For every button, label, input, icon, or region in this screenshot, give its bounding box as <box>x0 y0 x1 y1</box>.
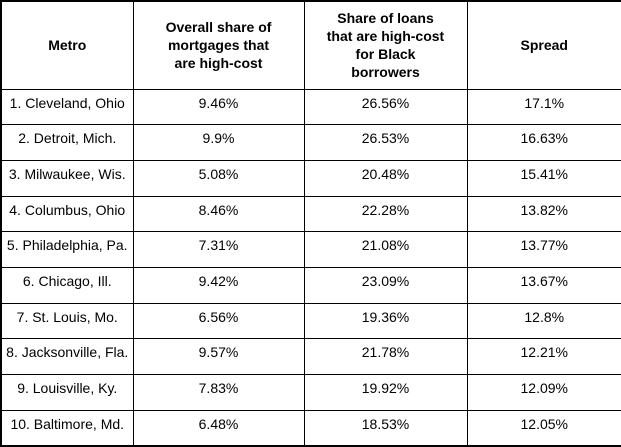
black-borrowers-share-cell: 23.09% <box>303 266 468 304</box>
black-borrowers-share-cell: 19.92% <box>303 374 468 411</box>
spread-cell: 16.63% <box>466 124 621 161</box>
overall-share-cell: 8.46% <box>132 195 305 233</box>
overall-share-cell: 9.42% <box>132 266 305 304</box>
spread-cell: 13.67% <box>466 266 621 304</box>
metro-cell: 6. Chicago, Ill. <box>0 266 134 304</box>
table-row: 3. Milwaukee, Wis. 5.08% 20.48% 15.41% <box>0 159 621 197</box>
metro-cell: 3. Milwaukee, Wis. <box>0 159 134 197</box>
table-row: 7. St. Louis, Mo. 6.56% 19.36% 12.8% <box>0 302 621 340</box>
overall-share-cell: 5.08% <box>132 159 305 197</box>
black-borrowers-share-cell: 20.48% <box>303 159 468 197</box>
black-borrowers-share-cell: 22.28% <box>303 195 468 233</box>
spread-cell: 12.21% <box>466 338 621 375</box>
table-row: 9. Louisville, Ky. 7.83% 19.92% 12.09% <box>0 374 621 411</box>
black-borrowers-share-cell: 26.56% <box>303 88 468 126</box>
metro-cell: 9. Louisville, Ky. <box>0 374 134 411</box>
table-row: 10. Baltimore, Md. 6.48% 18.53% 12.05% <box>0 409 621 447</box>
metro-cell: 8. Jacksonville, Fla. <box>0 338 134 375</box>
header-row: Metro Overall share of mortgages that ar… <box>0 0 621 90</box>
metro-cell: 2. Detroit, Mich. <box>0 124 134 161</box>
overall-share-cell: 9.9% <box>132 124 305 161</box>
spread-cell: 15.41% <box>466 159 621 197</box>
spread-cell: 12.8% <box>466 302 621 340</box>
metro-cell: 1. Cleveland, Ohio <box>0 88 134 126</box>
black-borrowers-share-cell: 21.78% <box>303 338 468 375</box>
metro-cell: 5. Philadelphia, Pa. <box>0 231 134 268</box>
black-borrowers-share-cell: 18.53% <box>303 409 468 447</box>
overall-share-cell: 6.56% <box>132 302 305 340</box>
column-header-black-borrowers-share: Share of loans that are high-cost for Bl… <box>303 0 468 90</box>
metro-cell: 10. Baltimore, Md. <box>0 409 134 447</box>
spread-cell: 12.09% <box>466 374 621 411</box>
metro-cell: 4. Columbus, Ohio <box>0 195 134 233</box>
spread-cell: 13.82% <box>466 195 621 233</box>
table-row: 1. Cleveland, Ohio 9.46% 26.56% 17.1% <box>0 88 621 126</box>
overall-share-cell: 6.48% <box>132 409 305 447</box>
black-borrowers-share-cell: 26.53% <box>303 124 468 161</box>
overall-share-cell: 7.31% <box>132 231 305 268</box>
black-borrowers-share-cell: 19.36% <box>303 302 468 340</box>
table-row: 5. Philadelphia, Pa. 7.31% 21.08% 13.77% <box>0 231 621 268</box>
table-row: 8. Jacksonville, Fla. 9.57% 21.78% 12.21% <box>0 338 621 375</box>
table-row: 4. Columbus, Ohio 8.46% 22.28% 13.82% <box>0 195 621 233</box>
table-body: 1. Cleveland, Ohio 9.46% 26.56% 17.1% 2. Det… <box>0 88 621 447</box>
overall-share-cell: 9.57% <box>132 338 305 375</box>
metro-cell: 7. St. Louis, Mo. <box>0 302 134 340</box>
column-header-overall-share: Overall share of mortgages that are high… <box>132 0 305 90</box>
table-row: 6. Chicago, Ill. 9.42% 23.09% 13.67% <box>0 266 621 304</box>
overall-share-cell: 9.46% <box>132 88 305 126</box>
black-borrowers-share-cell: 21.08% <box>303 231 468 268</box>
column-header-spread: Spread <box>466 0 621 90</box>
overall-share-cell: 7.83% <box>132 374 305 411</box>
spread-cell: 17.1% <box>466 88 621 126</box>
spread-cell: 13.77% <box>466 231 621 268</box>
spread-cell: 12.05% <box>466 409 621 447</box>
column-header-metro: Metro <box>0 0 134 90</box>
table-row: 2. Detroit, Mich. 9.9% 26.53% 16.63% <box>0 124 621 161</box>
